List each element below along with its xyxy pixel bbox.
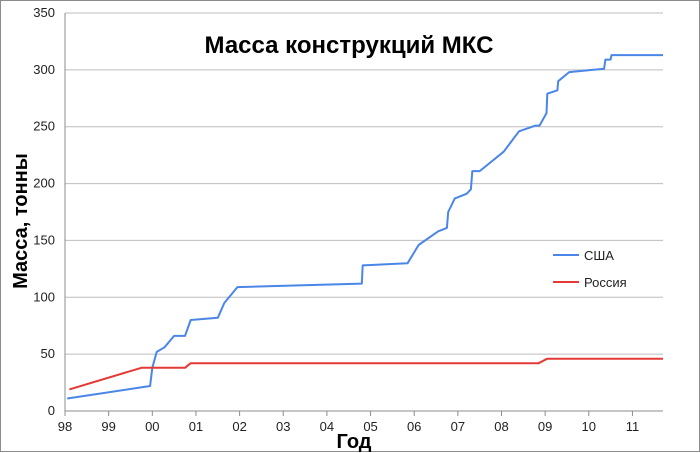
series-lines	[67, 54, 663, 400]
x-tick-label: 03	[276, 419, 290, 434]
y-axis-label: Масса, тонны	[10, 153, 32, 289]
x-tick-label: 10	[582, 419, 596, 434]
plot-area	[65, 13, 663, 411]
x-tick-label: 02	[232, 419, 246, 434]
x-tick-label: 05	[363, 419, 377, 434]
x-tick-label: 07	[451, 419, 465, 434]
x-tick-label: 99	[101, 419, 115, 434]
series-line-russia	[69, 357, 663, 391]
y-tick-label: 350	[33, 5, 55, 20]
x-tick-label: 11	[626, 419, 640, 434]
x-axis-label: Год	[337, 431, 372, 453]
y-tick-label: 100	[33, 289, 55, 304]
y-tick-label: 300	[33, 62, 55, 77]
axes: 0 50 100 150 200 250 300 350 98 99 00 01 02 03 04 05 06 0…	[33, 5, 663, 434]
y-tick-label: 250	[33, 119, 55, 134]
x-tick-label: 00	[145, 419, 159, 434]
legend-label: Россия	[584, 275, 627, 290]
x-tick-label: 04	[320, 419, 334, 434]
x-tick-label: 09	[538, 419, 552, 434]
y-tick-label: 200	[33, 176, 55, 191]
chart-title: Масса конструкций МКС	[205, 32, 494, 59]
x-tick-label: 98	[58, 419, 72, 434]
y-tick-label: 0	[48, 403, 55, 418]
y-tick-label: 50	[41, 346, 55, 361]
x-tick-label: 01	[189, 419, 203, 434]
x-tick-label: 08	[494, 419, 508, 434]
x-tick-label: 06	[407, 419, 421, 434]
legend-label: США	[584, 248, 614, 263]
legend: США Россия	[553, 248, 627, 290]
series-line-usa	[67, 54, 663, 400]
gridlines	[65, 12, 663, 355]
y-tick-label: 150	[33, 232, 55, 247]
